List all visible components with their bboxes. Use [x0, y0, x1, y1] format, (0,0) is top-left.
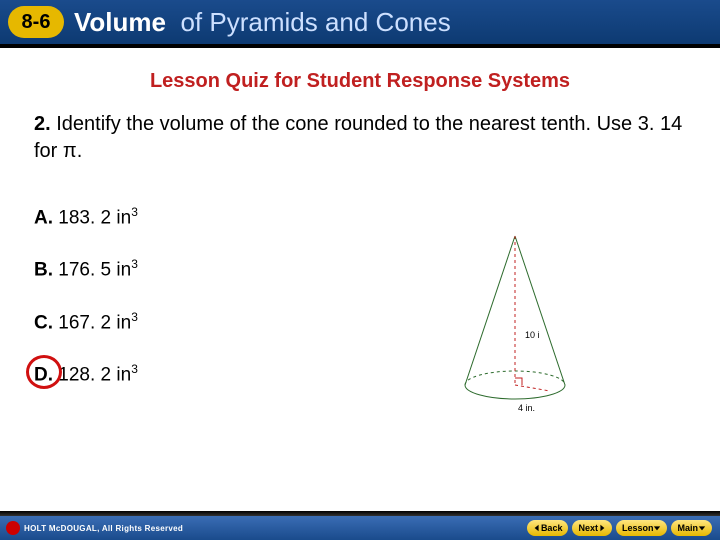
pi-symbol: π — [63, 140, 77, 162]
answer-exp: 3 — [131, 310, 138, 324]
radius-line — [515, 385, 550, 391]
back-button[interactable]: Back — [527, 520, 569, 536]
question-text-1: Identify the volume of the cone rounded … — [34, 113, 682, 162]
right-angle-marker — [515, 378, 522, 385]
copyright-text: HOLT McDOUGAL, All Rights Reserved — [24, 524, 183, 533]
subheader: Lesson Quiz for Student Response Systems — [0, 70, 720, 93]
answer-d[interactable]: D. 128. 2 in3 — [34, 362, 720, 386]
answer-c[interactable]: C. 167. 2 in3 — [34, 310, 720, 334]
answer-value: 183. 2 in — [58, 207, 131, 228]
cone-left-edge — [465, 236, 515, 385]
answer-value: 167. 2 in — [58, 312, 131, 333]
header-bar: 8-6 Volume of Pyramids and Cones — [0, 0, 720, 44]
publisher-logo-icon — [6, 521, 20, 535]
height-label: 10 i — [525, 330, 540, 340]
radius-label: 4 in. — [518, 403, 535, 413]
question: 2. Identify the volume of the cone round… — [34, 111, 686, 165]
question-number: 2. — [34, 113, 51, 135]
cone-figure: 10 i 4 in. — [440, 230, 590, 430]
question-text-2: . — [77, 140, 83, 162]
answer-letter: A. — [34, 207, 53, 228]
nav-label: Main — [677, 523, 698, 533]
correct-circle — [26, 355, 62, 389]
answer-list: A. 183. 2 in3 B. 176. 5 in3 C. 167. 2 in… — [34, 205, 720, 386]
answer-b[interactable]: B. 176. 5 in3 — [34, 257, 720, 281]
answer-exp: 3 — [131, 362, 138, 376]
arrow-left-icon — [533, 524, 541, 532]
slide: 8-6 Volume of Pyramids and Cones Lesson … — [0, 0, 720, 540]
answer-exp: 3 — [131, 205, 138, 219]
lesson-badge: 8-6 — [8, 6, 64, 38]
nav-label: Next — [578, 523, 598, 533]
answer-exp: 3 — [131, 257, 138, 271]
title-rest-text: of Pyramids and Cones — [180, 7, 450, 37]
base-front-arc — [465, 385, 565, 399]
header-title: Volume of Pyramids and Cones — [74, 7, 451, 38]
footer-bar: HOLT McDOUGAL, All Rights Reserved Back … — [0, 516, 720, 540]
answer-value: 176. 5 in — [58, 260, 131, 281]
nav-label: Lesson — [622, 523, 654, 533]
main-button[interactable]: Main — [671, 520, 712, 536]
menu-down-icon — [698, 524, 706, 532]
answer-letter: B. — [34, 260, 53, 281]
arrow-right-icon — [598, 524, 606, 532]
answer-a[interactable]: A. 183. 2 in3 — [34, 205, 720, 229]
title-bold: Volume — [74, 7, 166, 37]
nav-label: Back — [541, 523, 563, 533]
cone-right-edge — [515, 236, 565, 385]
next-button[interactable]: Next — [572, 520, 612, 536]
menu-down-icon — [653, 524, 661, 532]
lesson-button[interactable]: Lesson — [616, 520, 668, 536]
nav-buttons: Back Next Lesson Main — [527, 520, 712, 536]
answer-value: 128. 2 in — [58, 364, 131, 385]
answer-letter: C. — [34, 312, 53, 333]
header-divider — [0, 44, 720, 48]
